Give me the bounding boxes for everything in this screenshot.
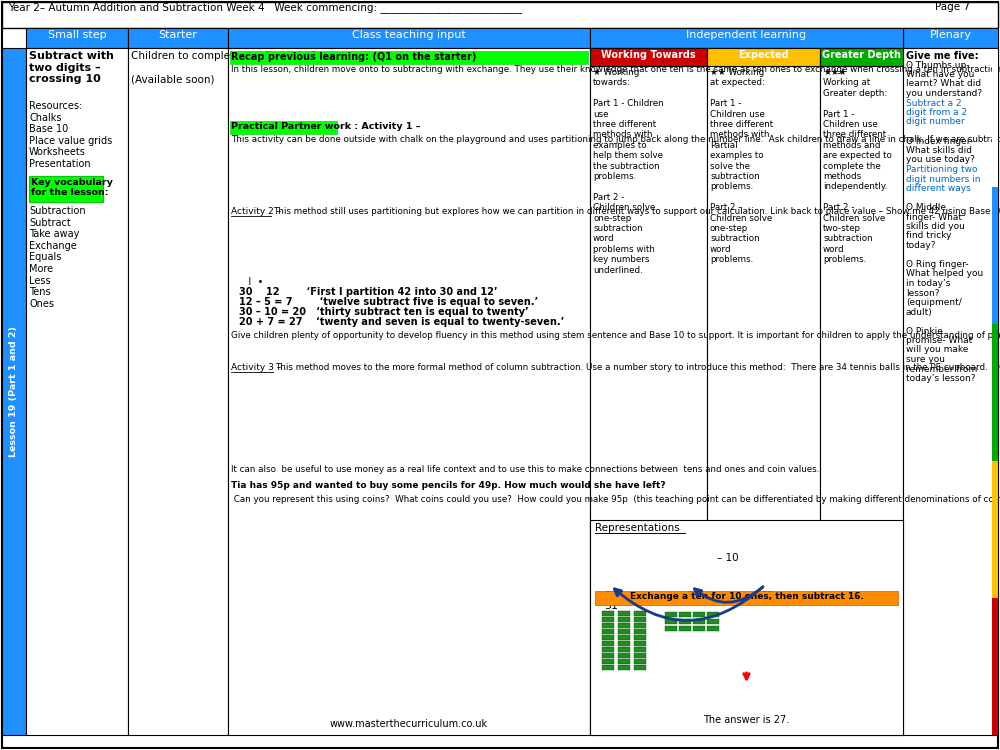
FancyBboxPatch shape	[128, 48, 228, 735]
Text: find tricky: find tricky	[906, 232, 952, 241]
FancyBboxPatch shape	[602, 641, 614, 646]
FancyBboxPatch shape	[618, 647, 630, 652]
FancyBboxPatch shape	[707, 612, 719, 617]
FancyBboxPatch shape	[707, 48, 820, 66]
FancyBboxPatch shape	[634, 611, 646, 616]
FancyBboxPatch shape	[634, 659, 646, 664]
FancyBboxPatch shape	[602, 617, 614, 622]
FancyBboxPatch shape	[903, 28, 998, 48]
FancyBboxPatch shape	[602, 629, 614, 634]
FancyBboxPatch shape	[602, 611, 614, 616]
Text: Recap previous learning: (Q1 on the starter): Recap previous learning: (Q1 on the star…	[231, 52, 476, 62]
Text: Subtract with
two digits –
crossing 10: Subtract with two digits – crossing 10	[29, 51, 114, 84]
FancyBboxPatch shape	[595, 591, 898, 605]
Text: digit number: digit number	[906, 118, 965, 127]
Text: learnt? What did: learnt? What did	[906, 80, 981, 88]
Text: today’s lesson?: today’s lesson?	[906, 374, 976, 383]
Text: ʘ Index finger-: ʘ Index finger-	[906, 136, 973, 146]
FancyBboxPatch shape	[230, 121, 337, 134]
Text: Independent learning: Independent learning	[686, 30, 807, 40]
Text: ★ Working
towards:

Part 1 - Children
use
three different
methods with
examples : ★ Working towards: Part 1 - Children use…	[593, 68, 664, 274]
Text: Subtract a 2: Subtract a 2	[906, 98, 962, 107]
Text: 51: 51	[604, 601, 618, 611]
Text: lesson?: lesson?	[906, 289, 940, 298]
Text: The answer is 27.: The answer is 27.	[703, 715, 790, 725]
Text: skills did you: skills did you	[906, 222, 965, 231]
Text: ★★ Working
at expected:

Part 1 -
Children use
three different
methods with
Part: ★★ Working at expected: Part 1 - Childre…	[710, 68, 773, 264]
Text: remember from: remember from	[906, 364, 977, 374]
Text: Lesson 19 (Part 1 and 2): Lesson 19 (Part 1 and 2)	[9, 326, 19, 457]
Text: In this lesson, children move onto to subtracting with exchange. They use their : In this lesson, children move onto to su…	[231, 65, 1000, 74]
Text: Tia has 95p and wanted to buy some pencils for 49p. How much would she have left: Tia has 95p and wanted to buy some penci…	[231, 481, 666, 490]
Text: ★★★
Working at
Greater depth:

Part 1 -
Children use
three different
methods and: ★★★ Working at Greater depth: Part 1 - C…	[823, 68, 892, 264]
FancyBboxPatch shape	[634, 641, 646, 646]
FancyBboxPatch shape	[820, 48, 903, 735]
FancyBboxPatch shape	[228, 28, 590, 48]
FancyBboxPatch shape	[590, 48, 707, 66]
FancyBboxPatch shape	[693, 612, 705, 617]
FancyBboxPatch shape	[2, 2, 998, 28]
FancyBboxPatch shape	[992, 50, 998, 187]
FancyBboxPatch shape	[2, 48, 26, 735]
Text: 49: 49	[685, 591, 699, 601]
FancyBboxPatch shape	[590, 520, 903, 735]
FancyBboxPatch shape	[992, 324, 998, 461]
Text: What have you: What have you	[906, 70, 974, 79]
Text: Give children plenty of opportunity to develop fluency in this method using stem: Give children plenty of opportunity to d…	[231, 331, 1000, 340]
FancyBboxPatch shape	[693, 626, 705, 631]
FancyBboxPatch shape	[230, 51, 588, 64]
FancyBboxPatch shape	[679, 612, 691, 617]
FancyBboxPatch shape	[618, 623, 630, 628]
FancyBboxPatch shape	[602, 635, 614, 640]
FancyBboxPatch shape	[992, 187, 998, 324]
Text: ʘ Middle: ʘ Middle	[906, 203, 946, 212]
FancyBboxPatch shape	[590, 48, 707, 735]
Text: sure you: sure you	[906, 355, 945, 364]
Text: Page 7: Page 7	[935, 2, 970, 12]
Text: finger- What: finger- What	[906, 212, 962, 221]
Text: This activity can be done outside with chalk on the playground and uses partitio: This activity can be done outside with c…	[231, 135, 1000, 144]
FancyBboxPatch shape	[26, 28, 128, 48]
Text: in today’s: in today’s	[906, 279, 950, 288]
FancyBboxPatch shape	[679, 619, 691, 624]
FancyBboxPatch shape	[26, 48, 128, 735]
Text: you understand?: you understand?	[906, 89, 982, 98]
Text: 30    12        ‘First I partition 42 into 30 and 12’: 30 12 ‘First I partition 42 into 30 and …	[239, 287, 498, 297]
Text: ʘ Thumbs up-: ʘ Thumbs up-	[906, 61, 970, 70]
Text: today?: today?	[906, 241, 936, 250]
Text: Practical Partner work : Activity 1 –: Practical Partner work : Activity 1 –	[231, 122, 420, 131]
FancyBboxPatch shape	[618, 629, 630, 634]
Text: ʘ Ring finger-: ʘ Ring finger-	[906, 260, 968, 269]
FancyBboxPatch shape	[679, 626, 691, 631]
FancyArrowPatch shape	[694, 586, 763, 602]
FancyBboxPatch shape	[602, 653, 614, 658]
FancyBboxPatch shape	[618, 653, 630, 658]
FancyBboxPatch shape	[665, 619, 677, 624]
Text: Subtraction
Subtract
Take away
Exchange
Equals
More
Less
Tens
Ones: Subtraction Subtract Take away Exchange …	[29, 206, 86, 309]
FancyBboxPatch shape	[634, 617, 646, 622]
Text: (equipment/: (equipment/	[906, 298, 962, 307]
FancyBboxPatch shape	[665, 612, 677, 617]
FancyBboxPatch shape	[634, 623, 646, 628]
Text: Working Towards: Working Towards	[601, 50, 696, 60]
FancyBboxPatch shape	[707, 626, 719, 631]
Text: will you make: will you make	[906, 346, 968, 355]
Text: What helped you: What helped you	[906, 269, 983, 278]
FancyBboxPatch shape	[618, 611, 630, 616]
FancyBboxPatch shape	[634, 647, 646, 652]
Text: ʘ Pinkie: ʘ Pinkie	[906, 326, 943, 335]
Text: promise- What: promise- What	[906, 336, 972, 345]
Text: Activity 3 –: Activity 3 –	[231, 363, 281, 372]
FancyBboxPatch shape	[618, 617, 630, 622]
Text: digit numbers in: digit numbers in	[906, 175, 980, 184]
Text: 20 + 7 = 27    ‘twenty and seven is equal to twenty-seven.’: 20 + 7 = 27 ‘twenty and seven is equal t…	[239, 317, 564, 327]
Text: Resources:
Chalks
Base 10
Place value grids
Worksheets
Presentation: Resources: Chalks Base 10 Place value gr…	[29, 101, 112, 169]
FancyBboxPatch shape	[618, 641, 630, 646]
Text: This method still uses partitioning but explores how we can partition in differe: This method still uses partitioning but …	[273, 207, 1000, 216]
FancyBboxPatch shape	[590, 28, 903, 48]
Text: It can also  be useful to use money as a real life context and to use this to ma: It can also be useful to use money as a …	[231, 465, 819, 474]
Text: 51: 51	[760, 591, 774, 601]
Text: Greater Depth: Greater Depth	[822, 50, 901, 60]
Text: www.masterthecurriculum.co.uk: www.masterthecurriculum.co.uk	[330, 719, 488, 729]
